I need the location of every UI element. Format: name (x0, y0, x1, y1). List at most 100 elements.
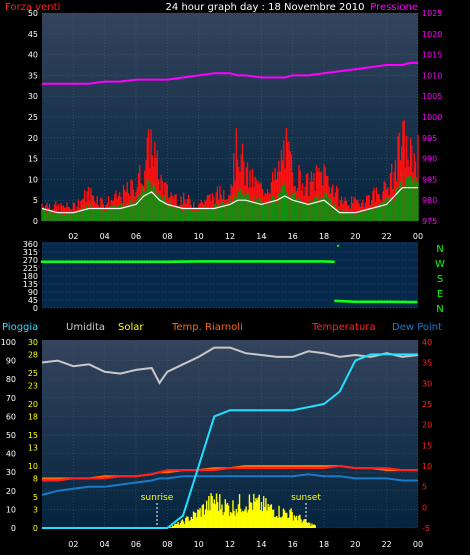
direction-point (56, 260, 59, 264)
direction-point (244, 260, 247, 263)
direction-point (144, 260, 147, 264)
direction-point (99, 260, 102, 264)
x-tick-label: 18 (319, 540, 329, 549)
direction-point (185, 260, 188, 263)
direction-tick-label: 90 (28, 288, 38, 297)
direction-point (370, 300, 373, 304)
direction-point (304, 260, 307, 263)
legend-dewpoint: Dew Point (392, 322, 442, 333)
direction-point (74, 260, 78, 264)
temperature-tick-label: 25 (422, 400, 432, 409)
direction-point (112, 260, 115, 264)
direction-point (268, 260, 271, 263)
direction-point (78, 260, 81, 264)
direction-point (217, 260, 220, 263)
sun-annotations: sunrise sunset (141, 493, 321, 526)
direction-point (407, 300, 410, 304)
direction-point (230, 260, 234, 263)
humidity-tick-label: 80 (6, 375, 16, 384)
direction-point (296, 260, 299, 263)
direction-point (150, 260, 153, 264)
humidity-tick-label: 100 (1, 338, 16, 347)
direction-point (379, 300, 382, 304)
direction-point (353, 300, 356, 304)
x-tick-label: 08 (162, 540, 172, 549)
direction-point (242, 260, 245, 263)
direction-point (354, 300, 358, 304)
temperature-tick-label: 40 (422, 338, 432, 347)
direction-point (110, 260, 113, 264)
legend: Pioggia Umidita Solar Temp. Riarnoli Tem… (2, 322, 442, 333)
x-tick-label: 10 (194, 232, 204, 241)
compass-labels: N W S E N (435, 244, 445, 315)
direction-tick-label: 360 (23, 240, 38, 249)
rain-tick-label: 0 (33, 524, 38, 533)
rain-tick-label: 25 (28, 369, 38, 378)
direction-point (249, 260, 252, 263)
direction-point (67, 260, 70, 264)
direction-point (227, 260, 230, 263)
direction-point (291, 260, 294, 263)
axis-tick-labels: 0510152025303540455097598098599099510001… (1, 9, 443, 549)
direction-point (401, 300, 405, 304)
direction-point (257, 260, 260, 263)
legend-humidity: Umidita (66, 322, 105, 333)
direction-point (72, 260, 76, 264)
direction-point (377, 300, 380, 304)
direction-point (106, 260, 109, 264)
humidity-tick-label: 0 (11, 524, 16, 533)
direction-point (302, 260, 305, 263)
direction-point (358, 300, 361, 304)
wind-speed-label: Forza venti (5, 2, 60, 13)
compass-n-top: N (436, 244, 443, 255)
direction-point (44, 260, 47, 264)
direction-point (101, 260, 104, 264)
pressure-tick-label: 1010 (422, 71, 442, 80)
pressure-tick-label: 985 (422, 175, 437, 184)
direction-point (339, 299, 343, 303)
legend-rain: Pioggia (2, 322, 38, 333)
direction-point (323, 260, 326, 263)
direction-point (206, 260, 209, 263)
wind-tick-label: 20 (28, 134, 38, 143)
direction-point (336, 299, 339, 303)
compass-e: E (437, 289, 443, 300)
direction-point (306, 260, 309, 263)
direction-point (215, 260, 219, 263)
humidity-tick-label: 70 (6, 394, 16, 403)
wind-tick-label: 5 (33, 196, 38, 205)
rain-tick-label: 15 (28, 431, 38, 440)
direction-point (88, 260, 91, 264)
dewpoint-line (41, 473, 418, 496)
direction-point (294, 260, 297, 263)
direction-point (283, 260, 286, 263)
direction-point (360, 300, 363, 304)
direction-point (54, 260, 57, 264)
direction-point (272, 260, 275, 263)
pressure-tick-label: 1025 (422, 9, 442, 18)
direction-point (221, 260, 224, 263)
direction-point (163, 260, 166, 264)
direction-point (317, 260, 320, 263)
direction-point (234, 260, 237, 263)
legend-temperature: Temperatura (311, 322, 376, 333)
direction-point (153, 260, 156, 264)
direction-point (178, 260, 181, 263)
direction-point (383, 300, 386, 304)
direction-point (136, 260, 140, 264)
direction-point (319, 260, 322, 263)
direction-point (168, 260, 172, 264)
x-tick-label: 18 (319, 232, 329, 241)
compass-n-bottom: N (436, 304, 443, 315)
direction-point (364, 300, 367, 304)
x-tick-label: 12 (225, 232, 235, 241)
temperature-tick-label: 15 (422, 441, 432, 450)
direction-point (262, 260, 266, 263)
direction-point (180, 260, 183, 263)
temperature-line (42, 464, 418, 482)
direction-point (326, 260, 329, 263)
direction-point (309, 260, 313, 263)
pressure-tick-label: 1015 (422, 51, 442, 60)
direction-point (223, 260, 226, 263)
direction-point (131, 260, 134, 264)
